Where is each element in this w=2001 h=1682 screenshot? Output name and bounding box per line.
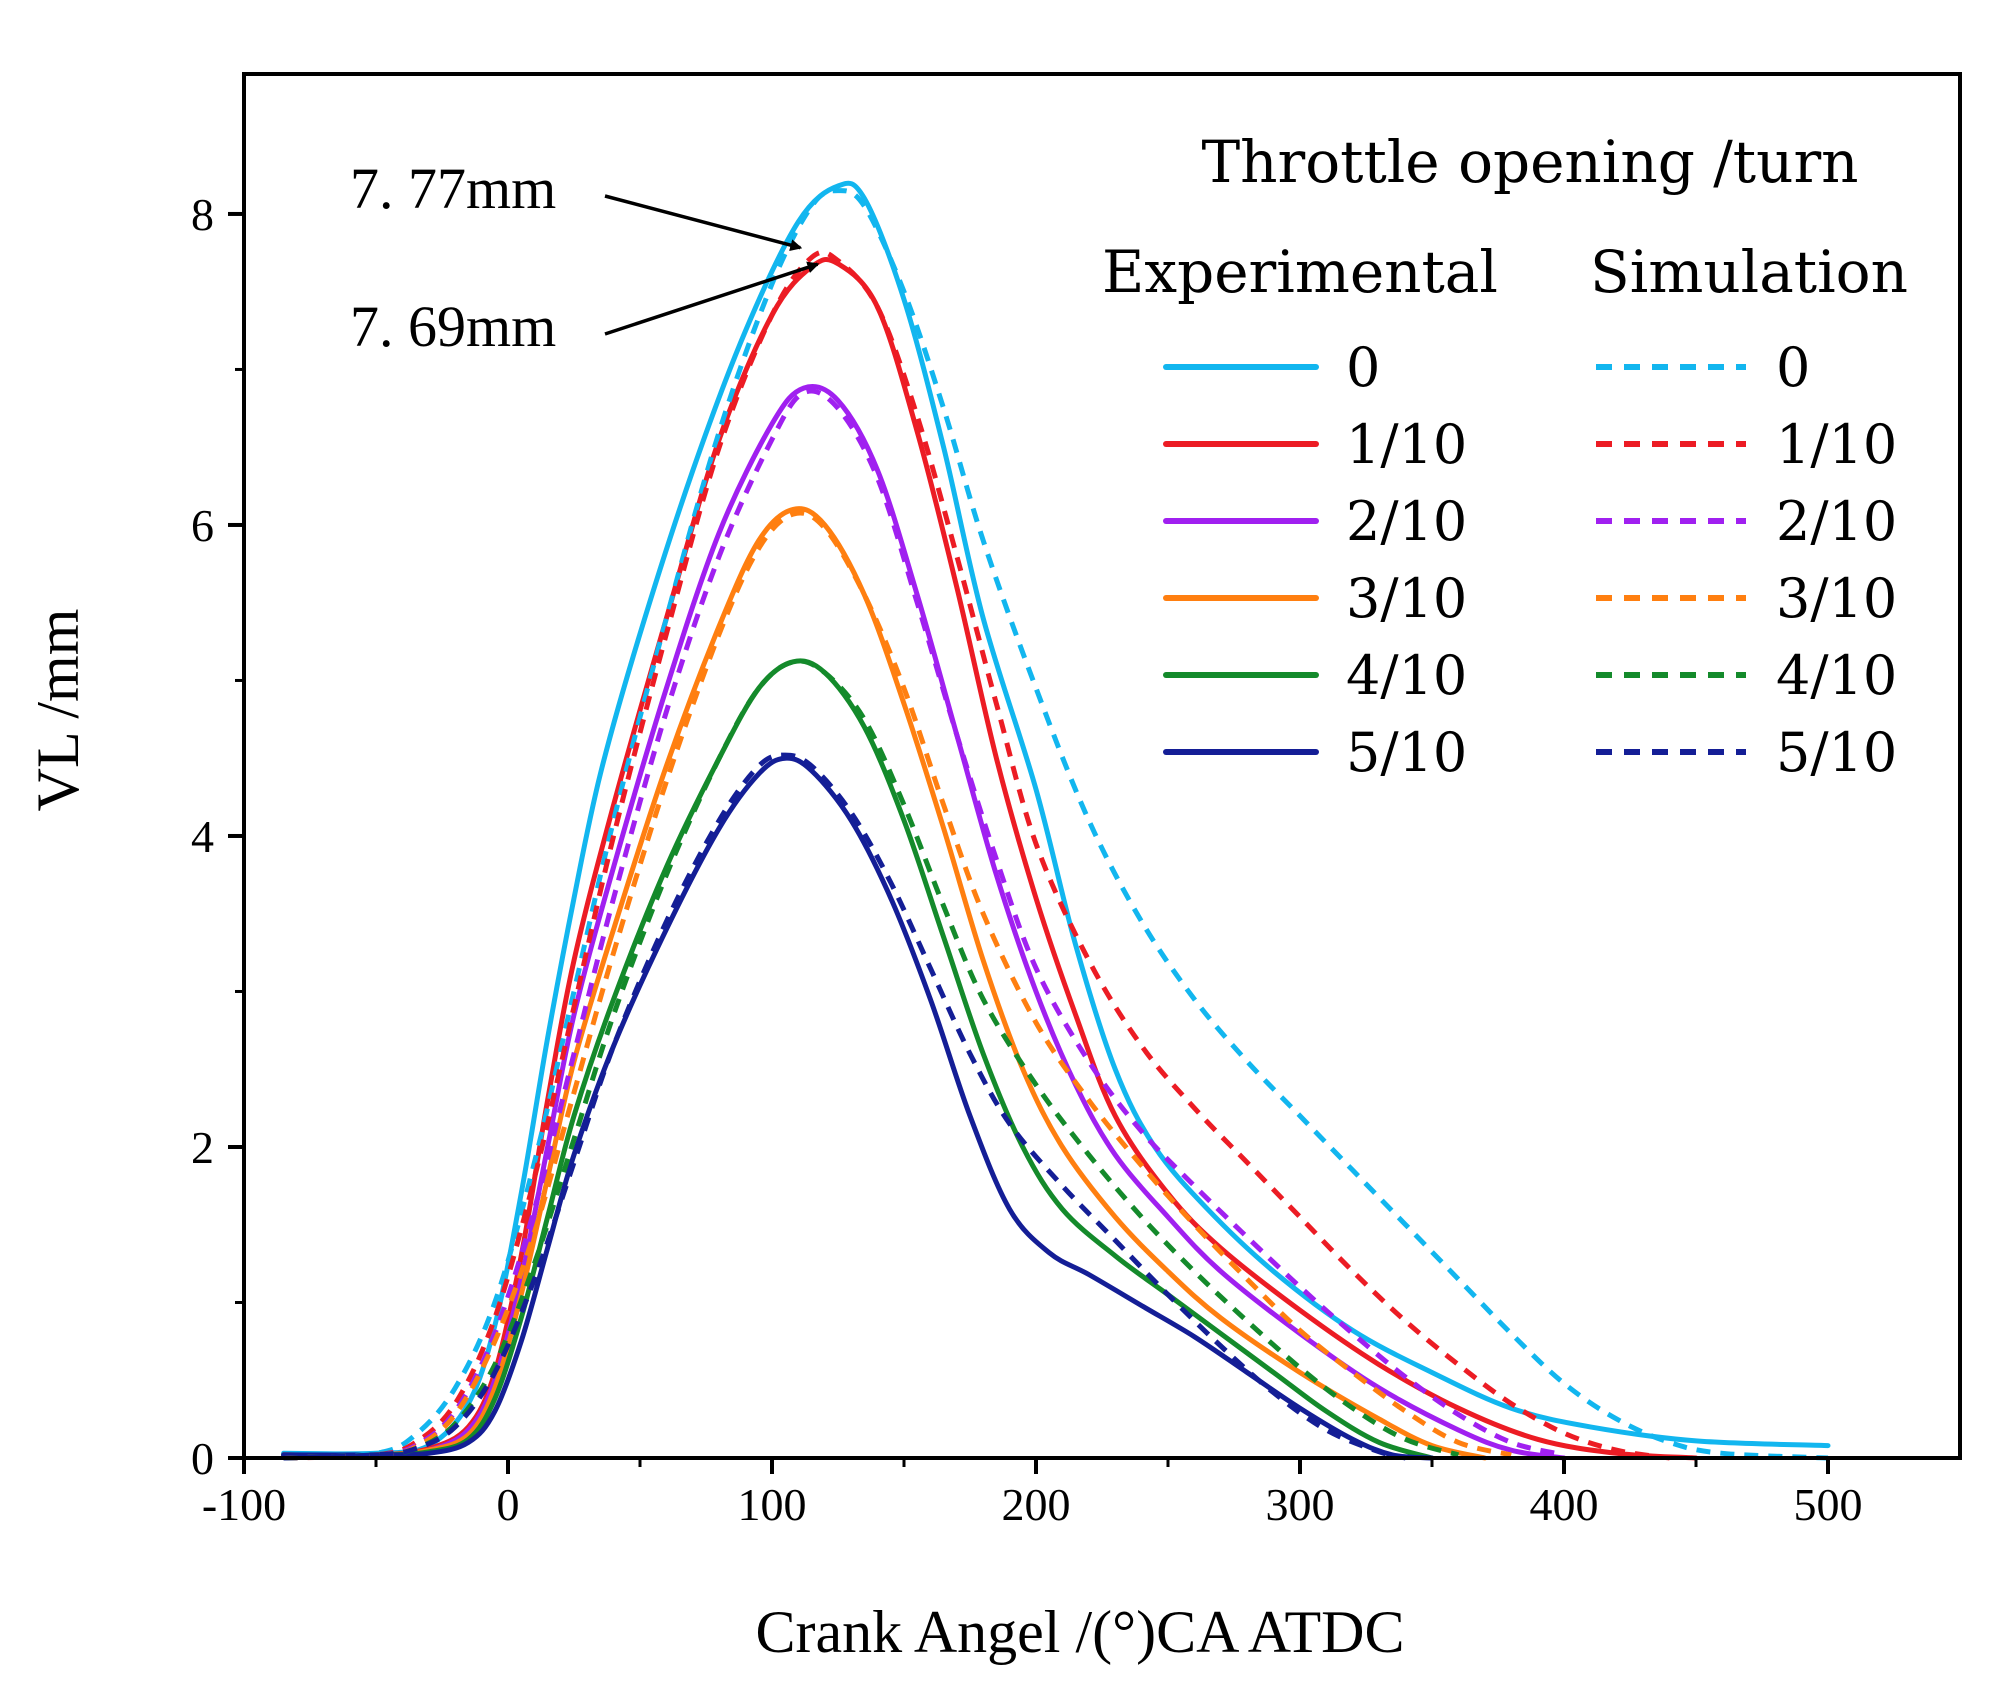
legend-label-simulation: 2/10 (1776, 490, 1897, 553)
x-tick-label: 200 (1002, 1479, 1071, 1530)
legend-label-simulation: 1/10 (1776, 413, 1897, 476)
series-line-experimental-0 (281, 180, 1831, 1457)
legend-label-experimental: 3/10 (1346, 567, 1467, 630)
x-tick-label: 500 (1794, 1479, 1863, 1530)
annotation-arrow-peak-experimental (604, 261, 820, 336)
x-tick-label: 100 (738, 1479, 807, 1530)
series-line-simulation-1-10 (283, 249, 1670, 1461)
y-tick-label: 2 (191, 1122, 214, 1173)
annotation-label-peak-experimental: 7. 69mm (350, 294, 556, 359)
legend-column-experimental: Experimental (1102, 238, 1498, 306)
y-axis-title: VL /mm (25, 609, 91, 812)
legend-label-simulation: 5/10 (1776, 721, 1897, 784)
series-line-simulation-3-10 (283, 510, 1512, 1461)
y-tick-label: 8 (191, 189, 214, 240)
legend: Throttle opening /turn Experimental Simula… (1102, 128, 1908, 784)
x-axis-title: Crank Angel /(°)CA ATDC (756, 1599, 1405, 1665)
series-line-simulation-0 (283, 188, 1829, 1461)
y-tick-label: 6 (191, 500, 214, 551)
legend-label-simulation: 3/10 (1776, 567, 1897, 630)
legend-label-simulation: 4/10 (1776, 644, 1897, 707)
plot-frame (242, 72, 1962, 1460)
annotations: 7. 77mm 7. 69mm (350, 156, 820, 359)
series-layer (281, 180, 1831, 1461)
legend-label-experimental: 5/10 (1346, 721, 1467, 784)
x-tick-label: 0 (497, 1479, 520, 1530)
series-line-simulation-2-10 (283, 388, 1565, 1461)
series-line-simulation-4-10 (283, 658, 1460, 1461)
series-line-simulation-5-10 (283, 752, 1407, 1461)
x-tick-label: 400 (1530, 1479, 1599, 1530)
annotation-arrow-peak-simulation (604, 194, 803, 251)
y-tick-label: 4 (191, 811, 214, 862)
legend-label-simulation: 0 (1776, 336, 1810, 399)
y-tick-label: 0 (191, 1433, 214, 1484)
series-line-experimental-1-10 (281, 256, 1699, 1461)
legend-label-experimental: 1/10 (1346, 413, 1467, 476)
legend-column-simulation: Simulation (1590, 238, 1908, 306)
legend-title: Throttle opening /turn (1201, 128, 1858, 196)
series-line-experimental-5-10 (281, 755, 1435, 1461)
x-tick-label: -100 (202, 1479, 286, 1530)
legend-label-experimental: 4/10 (1346, 644, 1467, 707)
x-tick-label: 300 (1266, 1479, 1335, 1530)
annotation-label-peak-simulation: 7. 77mm (350, 156, 556, 221)
legend-label-experimental: 0 (1346, 336, 1380, 399)
legend-label-experimental: 2/10 (1346, 490, 1467, 553)
